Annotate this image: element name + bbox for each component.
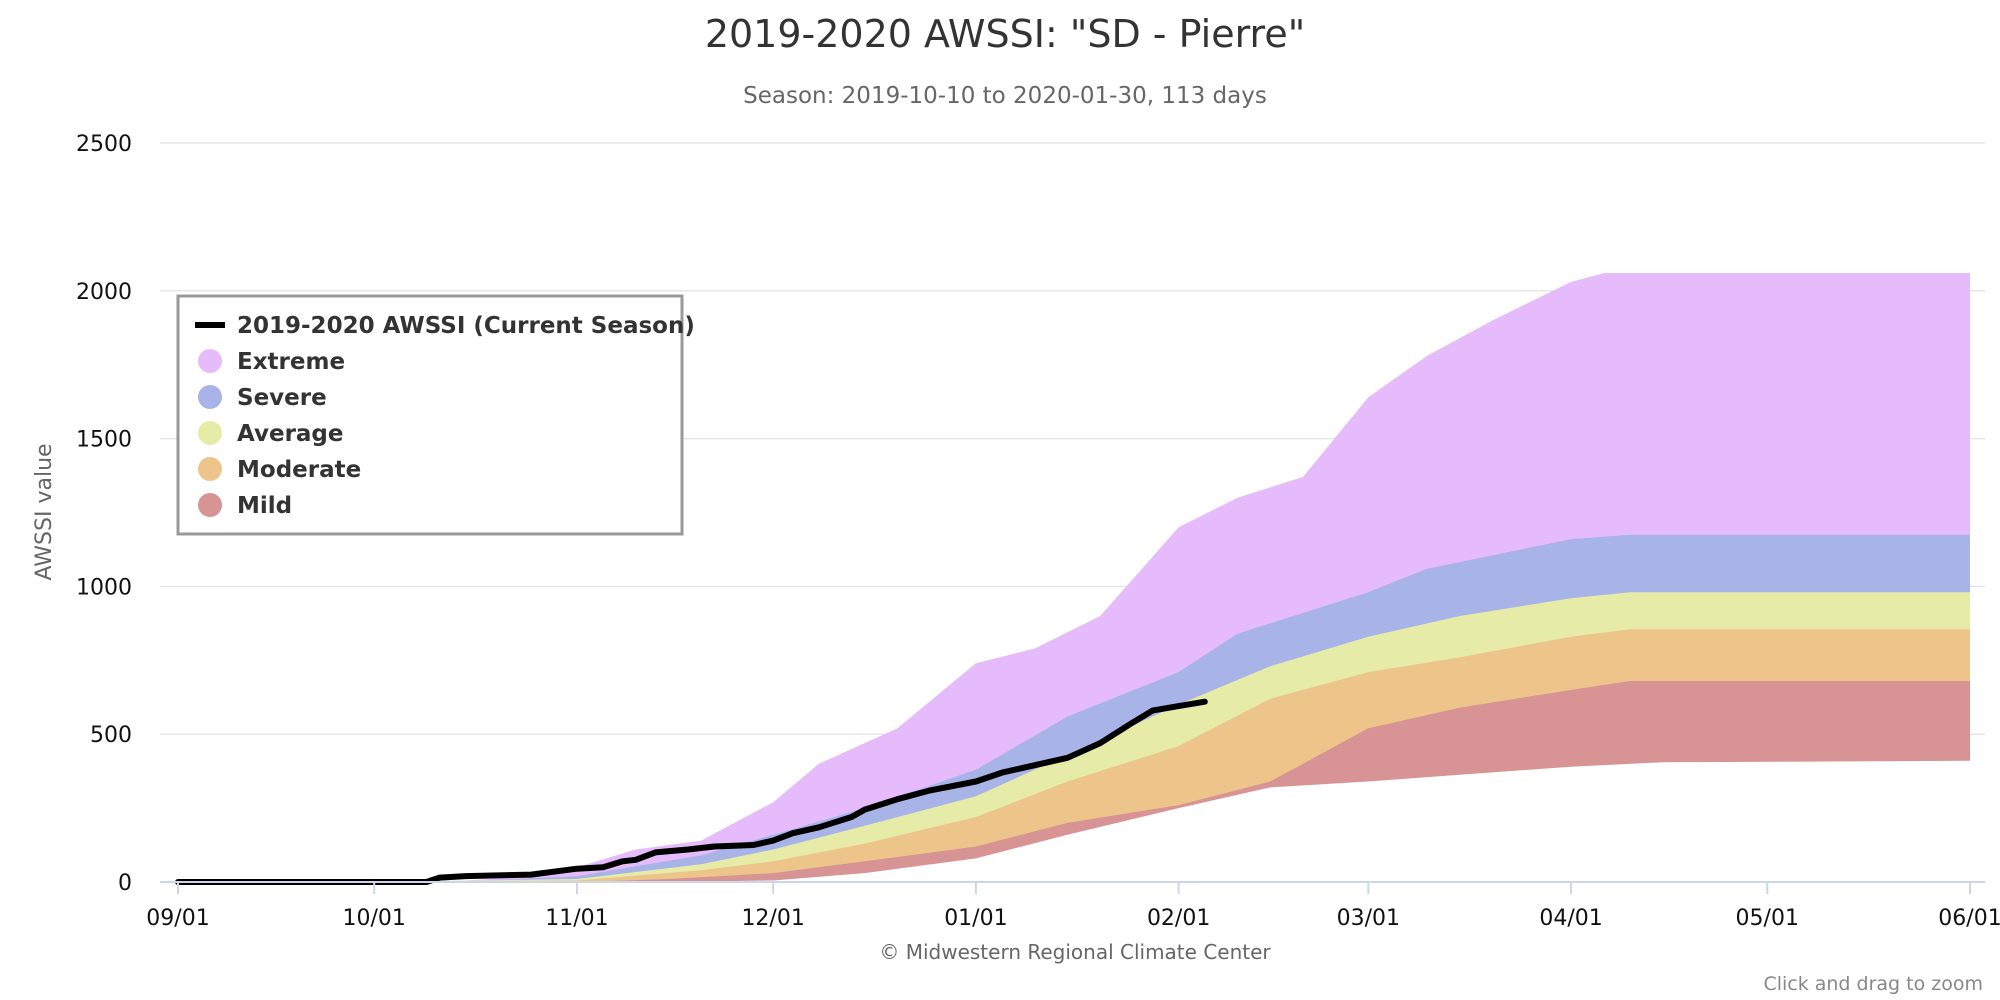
y-axis-title: AWSSI value <box>32 443 57 580</box>
legend-label: Extreme <box>237 349 345 375</box>
x-tick-label: 06/01 <box>1938 906 2000 931</box>
x-tick-label: 09/01 <box>146 906 209 931</box>
legend: 2019-2020 AWSSI (Current Season) Extreme S… <box>176 294 695 536</box>
chart-title: 2019-2020 AWSSI: "SD - Pierre" <box>705 12 1305 56</box>
legend-label: Moderate <box>237 457 361 483</box>
legend-item-extreme[interactable]: Extreme <box>198 349 345 375</box>
plot-area[interactable] <box>175 273 1970 885</box>
x-tick-label: 10/01 <box>343 906 406 931</box>
chart-subtitle: Season: 2019-10-10 to 2020-01-30, 113 da… <box>743 83 1267 109</box>
legend-item-moderate[interactable]: Moderate <box>198 457 361 483</box>
x-tick-label: 02/01 <box>1147 906 1210 931</box>
x-tick-label: 11/01 <box>545 906 608 931</box>
x-tick-label: 12/01 <box>741 906 804 931</box>
current-season-line[interactable] <box>175 698 1208 885</box>
x-tick-label: 03/01 <box>1337 906 1400 931</box>
y-tick-label: 1500 <box>76 428 132 453</box>
y-tick-label: 2000 <box>76 280 132 305</box>
legend-dot-marker <box>198 385 222 409</box>
legend-dot-marker <box>198 421 222 445</box>
legend-label: 2019-2020 AWSSI (Current Season) <box>237 313 695 339</box>
legend-label: Mild <box>237 493 292 519</box>
x-tick-label: 01/01 <box>944 906 1007 931</box>
legend-item-severe[interactable]: Severe <box>198 385 327 411</box>
y-tick-label: 500 <box>90 723 132 748</box>
zoom-hint: Click and drag to zoom <box>1763 973 1983 995</box>
credits[interactable]: © Midwestern Regional Climate Center <box>879 940 1271 964</box>
y-tick-label: 0 <box>118 871 132 896</box>
legend-dot-marker <box>198 457 222 481</box>
x-tick-label: 05/01 <box>1736 906 1799 931</box>
legend-item-average[interactable]: Average <box>198 421 344 447</box>
axes: 0 500 1000 1500 2000 2500 09/01 10/01 11/01 12/01… <box>76 132 2000 931</box>
legend-dot-marker <box>198 493 222 517</box>
band-floor <box>178 760 1970 882</box>
x-tick-label: 04/01 <box>1539 906 1602 931</box>
y-tick-label: 1000 <box>76 575 132 600</box>
legend-label: Severe <box>237 385 327 411</box>
legend-dot-marker <box>198 349 222 373</box>
legend-item-current-season[interactable]: 2019-2020 AWSSI (Current Season) <box>195 313 695 339</box>
legend-item-mild[interactable]: Mild <box>198 493 292 519</box>
y-tick-label: 2500 <box>76 132 132 157</box>
legend-label: Average <box>237 421 344 447</box>
